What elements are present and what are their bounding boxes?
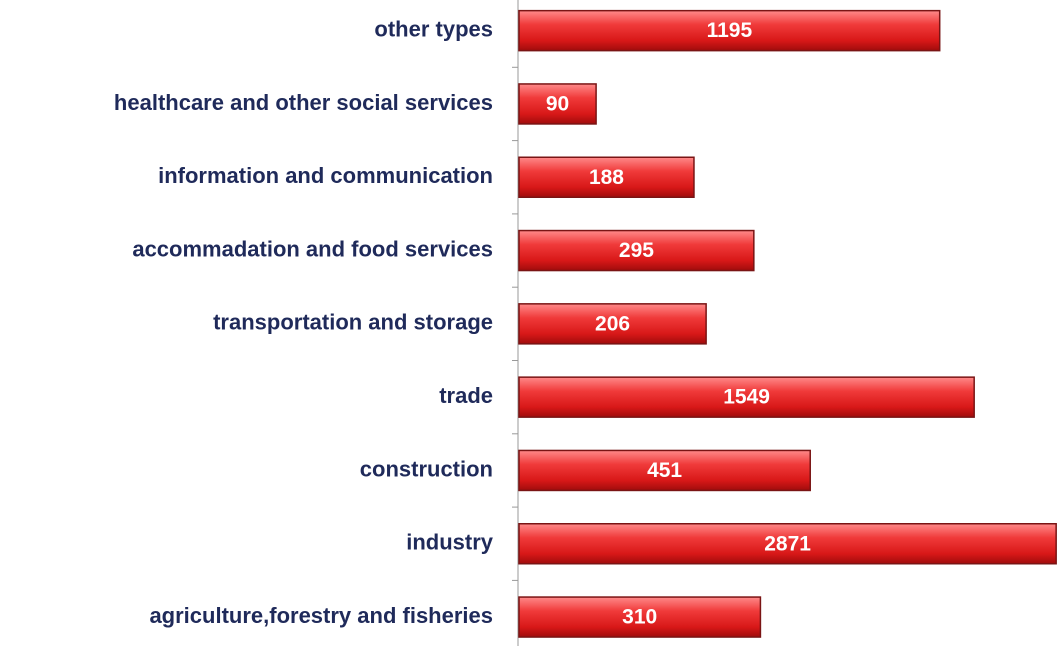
value-label: 90	[546, 92, 569, 115]
value-label: 2871	[764, 532, 811, 555]
bar	[518, 523, 1057, 565]
bar	[518, 156, 695, 198]
bar	[518, 9, 941, 52]
bar	[518, 596, 762, 638]
category-label: construction	[360, 456, 493, 481]
category-label: agriculture,forestry and fisheries	[149, 603, 493, 628]
value-label: 310	[622, 606, 657, 629]
category-label: trade	[439, 383, 493, 408]
value-label: 206	[595, 312, 630, 335]
category-label: other types	[374, 16, 493, 41]
value-label: 188	[589, 166, 624, 189]
category-label: information and communication	[158, 163, 493, 188]
bar	[518, 303, 707, 345]
category-label: accommadation and food services	[132, 236, 493, 261]
bar	[518, 83, 597, 125]
category-label: transportation and storage	[213, 310, 493, 335]
category-label: industry	[406, 530, 494, 555]
bar	[518, 376, 975, 418]
bar	[518, 229, 755, 272]
bar	[518, 449, 811, 492]
category-label: healthcare and other social services	[114, 90, 493, 115]
value-label: 295	[619, 239, 654, 262]
value-label: 1549	[723, 386, 770, 409]
value-label: 451	[647, 459, 682, 482]
value-label: 1195	[707, 19, 753, 42]
